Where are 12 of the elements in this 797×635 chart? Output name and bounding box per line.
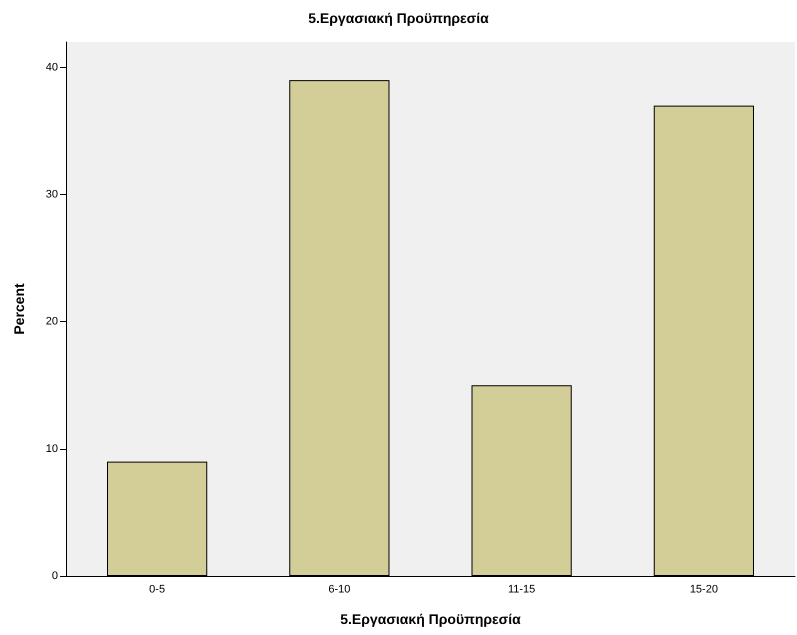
y-tick-label: 0: [52, 570, 58, 582]
x-tick-label: 6-10: [328, 584, 350, 596]
y-tick-label: 30: [46, 188, 58, 201]
y-tick-label: 10: [46, 442, 58, 455]
y-tick-label: 40: [46, 61, 58, 74]
x-tick-label: 11-15: [508, 584, 536, 596]
chart-title: 5.Εργασιακή Προϋπηρεσία: [308, 10, 490, 26]
x-tick-label: 0-5: [149, 584, 166, 596]
y-axis-title: Percent: [11, 282, 27, 335]
y-tick-label: 20: [46, 316, 58, 328]
x-axis-title: 5.Εργασιακή Προϋπηρεσία: [340, 611, 522, 627]
x-tick-label: 15-20: [690, 584, 718, 596]
